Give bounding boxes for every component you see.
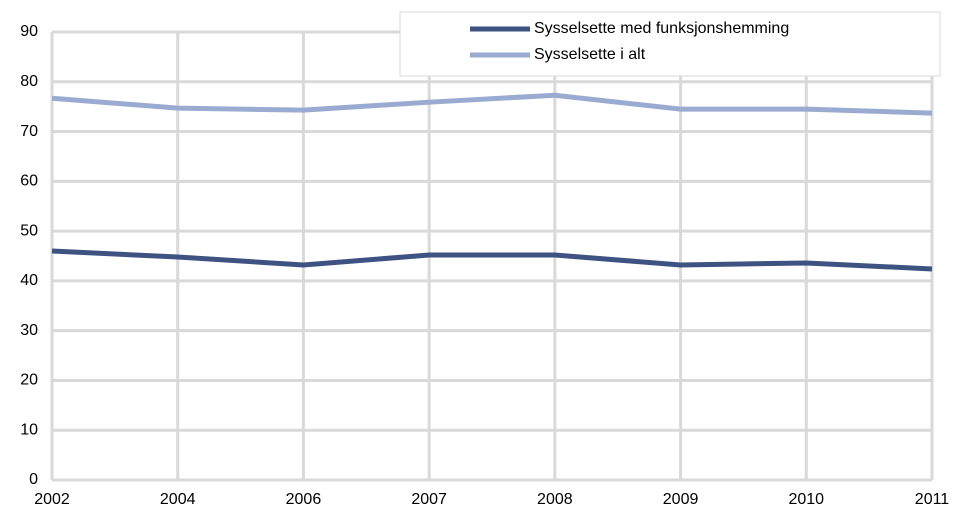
x-tick-label: 2011 (915, 491, 950, 508)
legend-label: Sysselsette med funksjonshemming (534, 20, 789, 37)
x-tick-label: 2006 (286, 491, 322, 508)
x-tick-label: 2009 (663, 491, 699, 508)
y-tick-label: 70 (20, 123, 38, 140)
legend-label: Sysselsette i alt (534, 46, 646, 63)
y-tick-label: 60 (20, 173, 38, 190)
series-line (51, 92, 933, 116)
legend-box (399, 11, 941, 77)
y-tick-label: 50 (20, 222, 38, 239)
x-tick-label: 2007 (411, 491, 447, 508)
y-tick-label: 20 (20, 372, 38, 389)
x-tick-label: 2002 (34, 491, 70, 508)
y-tick-label: 30 (20, 322, 38, 339)
y-tick-label: 80 (20, 73, 38, 90)
y-tick-label: 0 (29, 471, 38, 488)
y-tick-label: 90 (20, 23, 38, 40)
x-tick-label: 2008 (537, 491, 573, 508)
x-tick-label: 2010 (788, 491, 824, 508)
x-tick-label: 2004 (160, 491, 196, 508)
y-tick-label: 40 (20, 272, 38, 289)
y-tick-label: 10 (20, 421, 38, 438)
series-line (51, 248, 933, 272)
